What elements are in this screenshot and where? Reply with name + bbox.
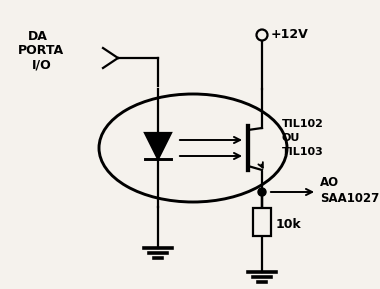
Polygon shape	[145, 133, 171, 159]
Text: DA: DA	[28, 30, 48, 43]
Text: +12V: +12V	[271, 29, 309, 42]
Text: I/O: I/O	[32, 58, 52, 71]
Text: AO
SAA1027: AO SAA1027	[320, 175, 379, 205]
Text: PORTA: PORTA	[18, 44, 64, 57]
Text: 10k: 10k	[276, 218, 302, 231]
Text: TIL102
OU
TIL103: TIL102 OU TIL103	[282, 119, 324, 157]
Circle shape	[258, 188, 266, 196]
Bar	[253, 208, 271, 236]
